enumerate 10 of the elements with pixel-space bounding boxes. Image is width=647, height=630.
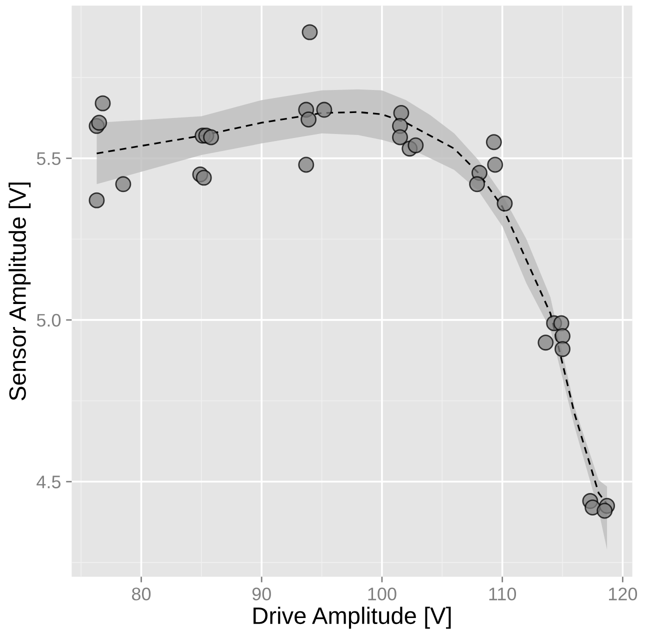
- x-tick-label: 120: [609, 588, 638, 600]
- y-tick-label: 4.5: [36, 476, 61, 488]
- y-axis-title: Sensor Amplitude [V]: [8, 182, 31, 400]
- x-tick-label: 80: [132, 588, 151, 600]
- y-tick-label: 5.0: [36, 314, 61, 327]
- x-tick-label: 110: [489, 588, 516, 600]
- x-tick-label: 90: [252, 588, 271, 600]
- x-axis-title: Drive Amplitude [V]: [254, 606, 451, 629]
- x-tick-label: 100: [368, 588, 396, 600]
- y-tick-label: 5.5: [36, 152, 61, 166]
